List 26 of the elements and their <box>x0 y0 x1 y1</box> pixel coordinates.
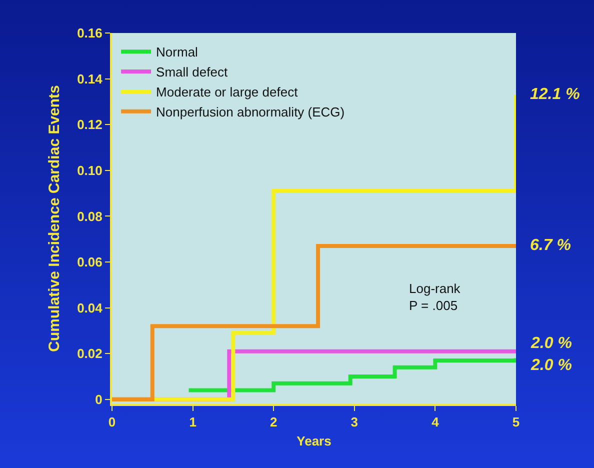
y-tick-label: 0.16 <box>77 26 102 41</box>
y-tick-label: 0.12 <box>77 117 102 132</box>
x-tick-label: 3 <box>350 414 358 430</box>
annotation: Log-rank P = .005 <box>409 281 461 313</box>
x-tick-label: 4 <box>432 414 440 430</box>
x-axis-title: Years <box>296 434 332 449</box>
legend-label: Normal <box>156 44 198 60</box>
y-tick-label: 0.02 <box>77 346 102 362</box>
x-tick-label: 5 <box>512 414 520 430</box>
y-tick-label: 0.04 <box>77 300 104 316</box>
x-tick-label: 2 <box>270 414 278 430</box>
legend-label: Moderate or large defect <box>156 84 298 100</box>
y-tick-label: 0.14 <box>77 71 104 86</box>
x-tick-label: 1 <box>189 414 196 430</box>
y-tick-label: 0 <box>95 392 102 407</box>
text: 2.0 % <box>530 357 572 374</box>
y-tick-label: 0.06 <box>77 254 102 270</box>
y-tick-label: 0.10 <box>77 162 102 178</box>
x-tick-label: 0 <box>108 414 116 430</box>
legend-label: Small defect <box>156 64 228 80</box>
text: 2.0 % <box>530 335 572 352</box>
text: 6.7 % <box>530 237 571 254</box>
y-tick-label: 0.08 <box>77 208 102 224</box>
text: 12.1 % <box>530 86 580 103</box>
y-axis-title: Cumulative Incidence Cardiac Events <box>46 85 63 352</box>
legend-label: Nonperfusion abnormality (ECG) <box>156 104 345 120</box>
